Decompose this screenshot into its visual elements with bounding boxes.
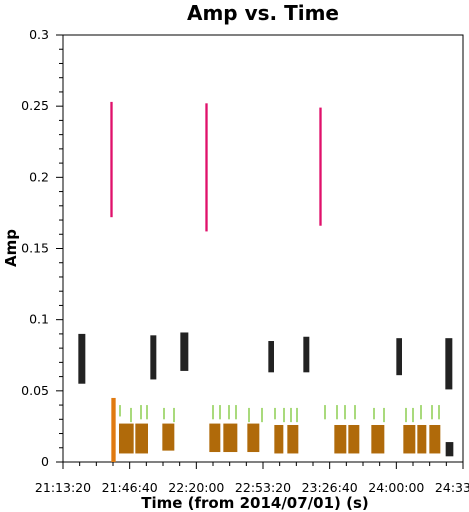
data-mark-series-4-13 — [429, 424, 441, 454]
data-mark-series-3-23 — [412, 407, 414, 423]
data-mark-series-3-2 — [140, 405, 142, 420]
data-mark-series-1-3 — [268, 341, 274, 373]
data-mark-series-4-4 — [223, 423, 238, 453]
data-mark-series-3-8 — [228, 405, 230, 420]
y-tick-label: 0.25 — [21, 98, 49, 113]
data-mark-series-1-4 — [303, 336, 310, 373]
data-mark-series-3-20 — [373, 407, 375, 420]
data-mark-series-1-5 — [396, 338, 402, 376]
data-mark-series-3-18 — [344, 405, 346, 420]
data-marks — [78, 101, 454, 462]
data-mark-series-2-0 — [111, 397, 116, 462]
data-mark-series-3-13 — [283, 407, 285, 423]
x-tick-label: 23:26:40 — [302, 480, 358, 495]
data-mark-series-1-1 — [150, 335, 157, 380]
data-mark-series-1-6 — [445, 338, 453, 390]
data-mark-series-0-1 — [205, 103, 208, 232]
data-mark-series-4-11 — [403, 424, 416, 454]
data-mark-series-3-12 — [274, 407, 276, 420]
data-mark-series-0-2 — [319, 107, 322, 226]
data-mark-series-4-1 — [135, 423, 148, 454]
data-mark-series-4-12 — [417, 424, 427, 454]
data-mark-series-4-3 — [209, 423, 221, 453]
data-mark-series-1-7 — [445, 442, 454, 457]
data-mark-series-3-3 — [146, 405, 148, 420]
x-tick-label: 22:53:20 — [235, 480, 291, 495]
data-mark-series-3-1 — [130, 407, 132, 423]
data-mark-series-3-25 — [431, 405, 433, 420]
data-mark-series-3-10 — [248, 407, 250, 423]
y-tick-label: 0.05 — [21, 383, 49, 398]
data-mark-series-3-14 — [290, 407, 292, 423]
x-tick-label: 21:13:20 — [35, 480, 91, 495]
x-axis-label: Time (from 2014/07/01) (s) — [141, 494, 369, 512]
x-axis-ticks: 21:13:20 21:46:40 22:20:00 22:53:20 23:26:40… — [35, 462, 469, 495]
data-mark-series-4-2 — [162, 423, 175, 451]
x-tick-label: 24:33:20 — [435, 480, 469, 495]
data-mark-series-3-16 — [324, 405, 326, 420]
data-mark-series-3-15 — [296, 407, 298, 423]
data-mark-series-3-21 — [383, 407, 385, 423]
y-tick-label: 0.2 — [29, 169, 49, 184]
data-mark-series-4-5 — [247, 423, 260, 453]
data-mark-series-4-10 — [371, 424, 385, 454]
data-mark-series-4-8 — [334, 424, 347, 454]
data-mark-series-3-5 — [173, 407, 175, 423]
data-mark-series-3-4 — [163, 407, 165, 420]
data-mark-series-3-9 — [235, 405, 237, 420]
data-mark-series-3-24 — [420, 405, 422, 420]
y-axis-label: Amp — [2, 229, 20, 267]
data-mark-series-3-11 — [261, 407, 263, 423]
data-mark-series-3-0 — [119, 405, 121, 417]
data-mark-series-3-19 — [354, 405, 356, 420]
data-mark-series-3-6 — [212, 405, 214, 420]
data-mark-series-4-9 — [348, 424, 360, 454]
y-tick-label: 0 — [41, 454, 49, 469]
data-mark-series-0-0 — [110, 101, 113, 218]
data-mark-series-1-2 — [180, 332, 189, 371]
data-mark-series-4-7 — [287, 424, 299, 454]
data-mark-series-4-0 — [119, 423, 134, 454]
chart-title: Amp vs. Time — [187, 1, 339, 25]
plot-frame — [62, 34, 464, 463]
data-mark-series-4-6 — [274, 424, 284, 454]
data-mark-series-3-22 — [405, 407, 407, 423]
data-mark-series-3-26 — [438, 405, 440, 420]
data-mark-series-3-17 — [336, 405, 338, 420]
y-tick-label: 0.1 — [29, 312, 49, 327]
x-tick-label: 21:46:40 — [102, 480, 158, 495]
y-tick-label: 0.15 — [21, 241, 49, 256]
data-mark-series-1-0 — [78, 333, 86, 384]
x-tick-label: 24:00:00 — [368, 480, 424, 495]
y-tick-label: 0.3 — [29, 27, 49, 42]
data-mark-series-3-7 — [219, 405, 221, 420]
x-tick-label: 22:20:00 — [168, 480, 224, 495]
y-axis-ticks: 0 0.05 0.1 0.15 0.2 0.25 0.3 — [21, 27, 63, 469]
